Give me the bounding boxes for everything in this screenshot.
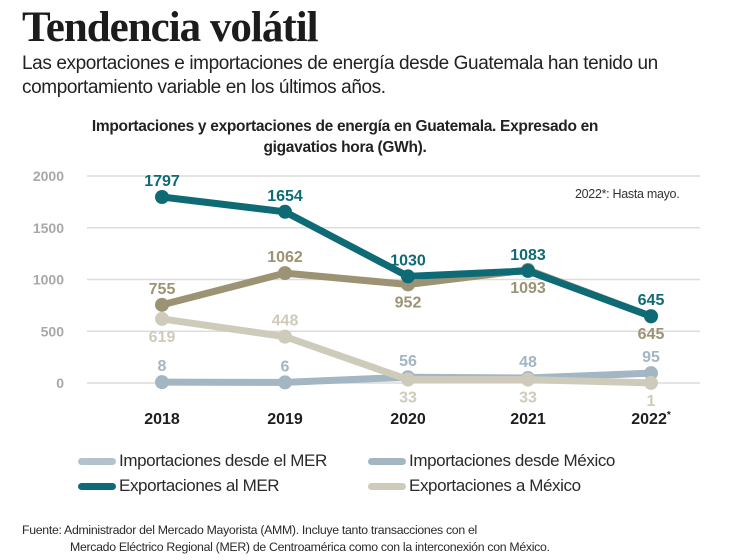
data-label: 1062 — [267, 249, 303, 266]
legend-swatch — [78, 482, 116, 490]
data-point — [278, 329, 292, 344]
page-title: Tendencia volátil — [22, 4, 319, 51]
data-label: 645 — [638, 292, 665, 309]
data-label: 448 — [272, 313, 299, 330]
footer-line-2: Mercado Eléctrico Regional (MER) de Cent… — [70, 540, 550, 554]
data-point — [401, 269, 415, 284]
legend-item-exportaciones-mexico: Exportaciones a México — [368, 476, 581, 496]
data-point — [278, 375, 292, 390]
data-label: 48 — [519, 354, 537, 371]
data-point — [278, 266, 292, 281]
data-point — [521, 263, 535, 278]
legend-label: Exportaciones al MER — [119, 476, 280, 495]
data-label: 1 — [647, 393, 656, 410]
data-label: 1083 — [510, 247, 546, 264]
line-chart: 0 500 1000 1500 2000 2018 2019 2020 2021 2022* 1… — [33, 168, 700, 428]
x-tick-label: 2020 — [390, 411, 426, 428]
x-tick-label: 2019 — [267, 411, 303, 428]
x-axis: 2018 2019 2020 2021 2022* — [144, 410, 671, 428]
data-point — [155, 190, 169, 205]
legend-label: Importaciones desde el MER — [119, 451, 327, 470]
series-exportaciones-al-mer — [155, 190, 658, 324]
data-point — [278, 204, 292, 219]
legend-swatch — [368, 482, 406, 490]
data-label: 6 — [281, 358, 290, 375]
series-lines — [155, 190, 658, 390]
source-footer: Fuente: Administrador del Mercado Mayori… — [22, 522, 550, 556]
data-point — [644, 366, 658, 381]
x-tick-label: 2021 — [510, 411, 546, 428]
data-label: 619 — [149, 329, 176, 346]
x-tick-label: 2022* — [631, 410, 671, 428]
y-tick-label: 2000 — [33, 168, 64, 184]
legend-swatch — [368, 457, 406, 465]
data-labels: 1797 1654 1030 1083 645 755 1062 952 1093 645 619 4… — [144, 173, 664, 410]
data-label: 952 — [395, 294, 422, 311]
data-point — [155, 297, 169, 312]
data-label: 1093 — [510, 280, 546, 297]
y-tick-label: 0 — [56, 375, 64, 391]
legend-label: Exportaciones a México — [409, 476, 581, 495]
series-exportaciones-a-m-xico — [155, 311, 658, 390]
legend-item-importaciones-mexico: Importaciones desde México — [368, 451, 615, 471]
footer-line-1: Fuente: Administrador del Mercado Mayori… — [22, 523, 477, 537]
data-point — [644, 375, 658, 390]
data-point — [155, 375, 169, 390]
data-label: 95 — [642, 349, 660, 366]
data-point — [155, 311, 169, 326]
legend-swatch — [78, 457, 116, 465]
chart-note: 2022*: Hasta mayo. — [575, 187, 680, 201]
data-point — [644, 309, 658, 324]
data-label: 33 — [399, 390, 417, 407]
y-axis: 0 500 1000 1500 2000 — [33, 168, 64, 391]
data-label: 1030 — [390, 252, 426, 269]
data-label: 8 — [158, 358, 167, 375]
legend-item-exportaciones-mer: Exportaciones al MER — [78, 476, 280, 496]
data-label: 1654 — [267, 188, 303, 205]
data-point — [521, 372, 535, 387]
page-subtitle: Las exportaciones e importaciones de ene… — [22, 53, 658, 98]
y-tick-label: 1500 — [33, 220, 64, 236]
data-label: 645 — [638, 326, 665, 343]
data-label: 1797 — [144, 173, 180, 190]
data-point — [401, 372, 415, 387]
chart-title: Importaciones y exportaciones de energía… — [91, 118, 599, 156]
x-tick-label: 2018 — [144, 411, 180, 428]
legend-item-importaciones-mer: Importaciones desde el MER — [78, 451, 327, 471]
data-label: 755 — [149, 281, 176, 298]
y-tick-label: 500 — [41, 323, 65, 339]
grid-lines — [87, 175, 700, 384]
legend-label: Importaciones desde México — [409, 451, 615, 470]
y-tick-label: 1000 — [33, 272, 64, 288]
data-label: 56 — [399, 353, 417, 370]
data-label: 33 — [519, 390, 537, 407]
